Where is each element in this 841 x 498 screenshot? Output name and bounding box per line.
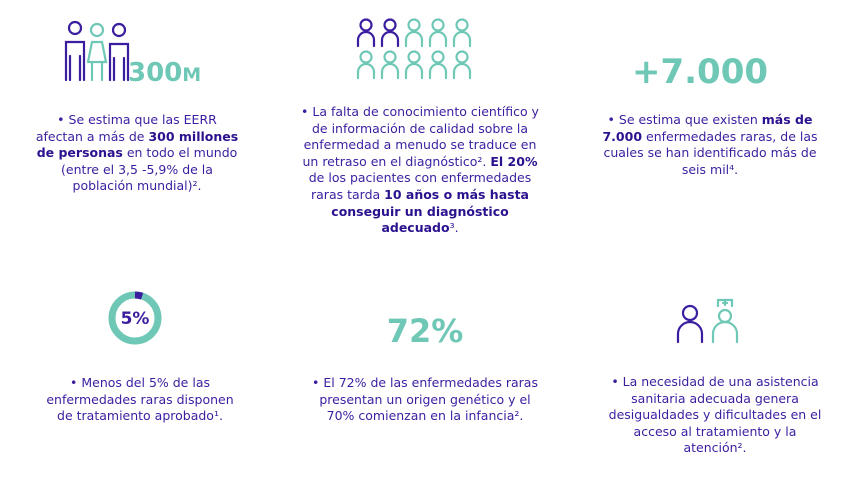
cell-text: • La necesidad de una asistencia sanitar…: [605, 374, 825, 457]
text-run: • El 72% de las enfermedades raras prese…: [312, 375, 538, 424]
text-run: El 20%: [490, 153, 538, 169]
text-run: más de 7.000: [602, 112, 813, 144]
text-run: • Se estima que las EERR afectan a más d…: [35, 112, 217, 144]
crowd-icon: [356, 18, 472, 80]
cell-text: • Se estima que las EERR afectan a más d…: [32, 112, 242, 195]
cell-text: • Se estima que existen más de 7.000 enf…: [600, 112, 820, 178]
text-run: enfermedades raras, de las cuales se han…: [603, 128, 818, 177]
text-run: • La necesidad de una asistencia sanitar…: [608, 374, 822, 456]
headline: 300M: [128, 58, 202, 88]
text-run: • Se estima que existen: [607, 112, 762, 127]
donut: [108, 291, 162, 345]
donut-arc: [134, 291, 144, 300]
care-icon: [676, 298, 739, 344]
cell-text: • El 72% de las enfermedades raras prese…: [305, 375, 545, 425]
text-run: en todo el mundo (entre el 3,5 -5,9% de …: [61, 145, 238, 194]
text-run: • La falta de conocimiento científico y …: [301, 104, 539, 169]
cell-text: • La falta de conocimiento científico y …: [300, 104, 540, 237]
donut-label: 5%: [121, 309, 150, 329]
headline: 72%: [386, 312, 464, 350]
cell-text: • Menos del 5% de las enfermedades raras…: [40, 375, 240, 425]
text-run: ³.: [449, 220, 459, 236]
people-icon: [64, 20, 130, 82]
headline: +7.000: [631, 52, 769, 92]
text-run: 300 millones de personas: [36, 128, 239, 161]
text-run: • Menos del 5% de las enfermedades raras…: [46, 375, 234, 424]
text-run: 10 años o más hasta conseguir un diagnós…: [331, 186, 529, 236]
text-run: de los pacientes con enfermedades raras …: [308, 170, 532, 202]
